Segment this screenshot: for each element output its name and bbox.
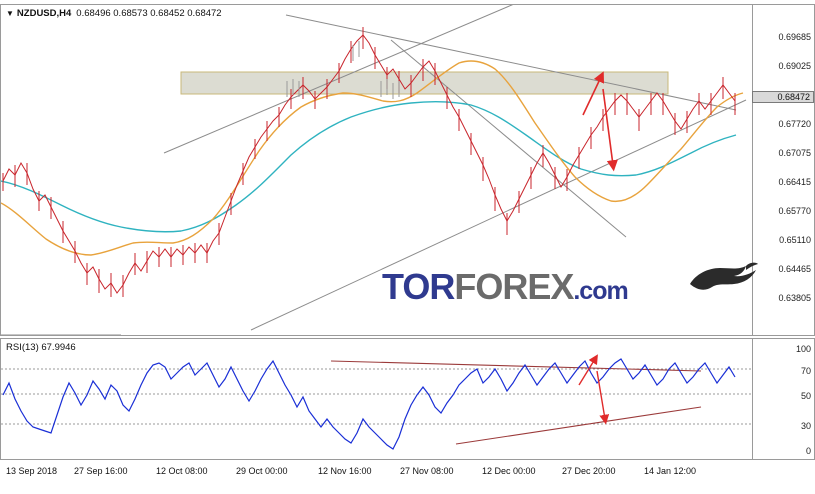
time-tick: 27 Dec 20:00 — [562, 466, 616, 476]
current-price-tag: 0.68472 — [752, 91, 814, 103]
forecast-arrows — [582, 71, 618, 172]
time-tick: 27 Nov 08:00 — [400, 466, 454, 476]
watermark: TORFOREX.com — [382, 266, 629, 308]
watermark-tor: TOR — [382, 266, 455, 307]
rsi-chart-svg — [1, 354, 752, 450]
price-tick: 0.69025 — [778, 61, 811, 71]
price-candles-upper — [2, 34, 736, 294]
rsi-arrow-down — [596, 370, 610, 425]
watermark-dotcom: .com — [573, 277, 628, 305]
chart-header: ▼ NZDUSD,H4 0.68496 0.68573 0.68452 0.6847… — [6, 8, 222, 19]
ma-slow-line — [1, 100, 737, 233]
rsi-trend-lines — [330, 360, 702, 445]
price-chart-panel: ▼ NZDUSD,H4 0.68496 0.68573 0.68452 0.6847… — [0, 4, 815, 336]
ma-fast-line — [1, 60, 744, 256]
rsi-level-lines — [1, 368, 752, 425]
trend-lines — [1, 5, 747, 335]
rsi-plot-area[interactable] — [1, 339, 752, 459]
price-tick: 0.69685 — [778, 32, 811, 42]
price-tick: 0.65110 — [779, 235, 811, 245]
price-tick: 0.67075 — [778, 148, 811, 158]
time-tick: 27 Sep 16:00 — [74, 466, 128, 476]
triangle-down-icon[interactable]: ▼ — [6, 9, 14, 18]
ohlc-values: 0.68496 0.68573 0.68452 0.68472 — [76, 8, 222, 19]
rsi-forecast-arrows — [578, 354, 610, 425]
rsi-label: RSI(13) 67.9946 — [6, 342, 76, 353]
price-y-axis: 0.69685 0.69025 0.68365 0.67720 0.67075 … — [752, 5, 814, 335]
time-axis: 13 Sep 2018 27 Sep 16:00 12 Oct 08:00 29… — [0, 462, 815, 486]
consolidation-candles — [286, 41, 400, 99]
rsi-tick: 70 — [800, 366, 811, 376]
forecast-arrow-up — [582, 71, 605, 116]
time-tick: 14 Jan 12:00 — [644, 466, 697, 476]
watermark-forex: FOREX — [454, 266, 574, 307]
price-tick: 0.65770 — [778, 206, 811, 216]
price-tick: 0.63805 — [778, 293, 811, 303]
bull-logo-icon — [686, 262, 758, 296]
rsi-arrow-up — [578, 354, 598, 386]
forecast-arrow-down — [602, 88, 618, 172]
symbol-label: NZDUSD,H4 — [16, 8, 72, 19]
rsi-y-axis: 100 70 50 30 0 — [752, 339, 814, 459]
time-tick: 12 Oct 08:00 — [156, 466, 208, 476]
price-tick: 0.67720 — [778, 119, 811, 129]
time-tick: 12 Dec 00:00 — [482, 466, 536, 476]
time-tick: 13 Sep 2018 — [6, 466, 58, 476]
price-chart-svg — [1, 5, 747, 335]
price-tick: 0.66415 — [778, 177, 811, 187]
time-tick: 12 Nov 16:00 — [318, 466, 372, 476]
price-plot-area[interactable] — [1, 5, 752, 335]
rsi-line — [2, 358, 736, 450]
rsi-panel: RSI(13) 67.9946 100 70 50 30 0 — [0, 338, 815, 460]
rsi-tick: 0 — [805, 446, 811, 456]
rsi-tick: 100 — [795, 344, 811, 354]
time-tick: 29 Oct 00:00 — [236, 466, 288, 476]
rsi-tick: 50 — [800, 391, 811, 401]
candle-wicks — [2, 27, 736, 297]
price-tick: 0.64465 — [778, 264, 811, 274]
rsi-tick: 30 — [800, 421, 811, 431]
